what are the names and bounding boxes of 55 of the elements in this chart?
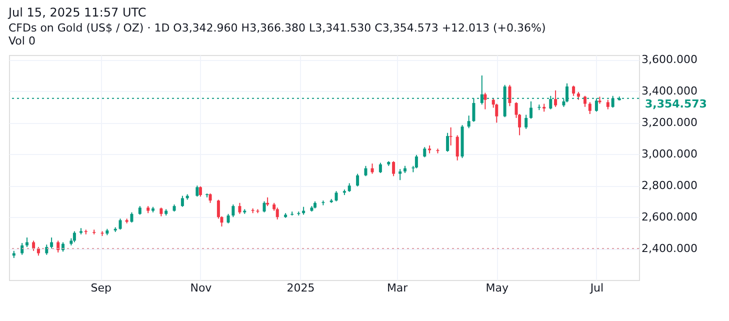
x-tick-label: May [486,282,509,294]
candlestick [364,165,368,177]
chart-title: CFDs on Gold (US$ / OZ) · 1D O3,342.960 H3,366.380 L3,341.530 C3,354.573 +12.013 (+0.36%) [8,22,546,35]
candlestick [530,100,532,120]
y-tick-label: 3,400.000 [642,84,698,98]
candlestick [508,84,512,107]
x-tick-label: Jul [589,282,604,294]
candlestick [524,114,528,130]
candlestick [276,207,279,220]
y-tick-label: 3,200.000 [642,116,698,130]
candlestick [584,95,586,108]
candlestick [238,202,242,214]
candlestick [208,192,212,204]
candlestick [26,237,28,248]
candlestick [118,218,122,230]
candlestick [180,195,184,208]
candlestick [446,132,450,152]
candlestick [262,200,266,213]
candlestick [398,168,402,181]
candlestick [130,212,134,224]
x-tick-label: Mar [386,282,408,294]
candlestick [72,230,76,243]
text: Vol 0 [8,34,36,48]
candlestick [572,85,576,96]
candlestick [495,103,498,124]
candlestick [414,154,418,169]
candlestick [449,126,452,146]
candlestick [232,204,235,218]
candlestick [378,162,382,174]
y-tick-label: 2,400.000 [642,242,698,256]
candlestick [554,90,558,108]
candlestick [467,115,470,129]
candlestick [334,190,338,202]
y-tick-label: 3,600.000 [642,53,698,66]
text: Jul 15, 2025 11:57 UTC [8,6,146,20]
candlestick [32,240,36,252]
candlestick [45,244,48,256]
candlestick [226,213,230,224]
y-tick-label: 2,600.000 [642,210,698,224]
x-tick-label: Nov [190,282,212,294]
x-tick-label: Sep [90,282,112,294]
candlestick [392,160,396,177]
candlestick [484,92,487,110]
candlestick [198,186,202,198]
candlestick [606,99,610,110]
candlestick [456,134,459,161]
candlestick [588,102,592,115]
ref-line-label: 3,354.573 [645,97,707,110]
candlestick [423,146,426,158]
candlestick [356,173,360,187]
y-tick-label: 2,800.000 [642,179,698,192]
candlestick [196,185,199,198]
y-tick-label: 3,000.000 [642,148,698,161]
candlestick [50,237,54,250]
x-tick-label: 2025 [286,282,315,294]
